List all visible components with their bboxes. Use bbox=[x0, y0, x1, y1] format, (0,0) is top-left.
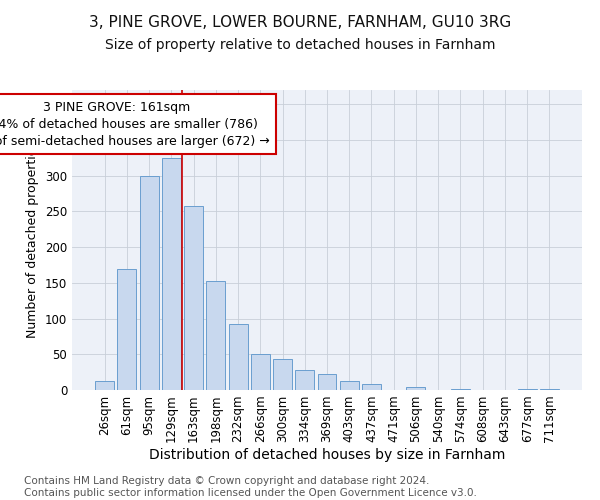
Text: Contains HM Land Registry data © Crown copyright and database right 2024.
Contai: Contains HM Land Registry data © Crown c… bbox=[24, 476, 477, 498]
Bar bbox=[95, 380, 114, 390]
Bar bbox=[229, 324, 248, 390]
Bar bbox=[317, 374, 337, 390]
Bar bbox=[451, 388, 470, 390]
Y-axis label: Number of detached properties: Number of detached properties bbox=[26, 142, 40, 338]
Bar bbox=[518, 388, 536, 390]
Bar bbox=[251, 354, 270, 390]
Bar bbox=[340, 382, 359, 390]
Bar bbox=[362, 384, 381, 390]
X-axis label: Distribution of detached houses by size in Farnham: Distribution of detached houses by size … bbox=[149, 448, 505, 462]
Bar bbox=[206, 282, 225, 390]
Bar bbox=[273, 360, 292, 390]
Bar bbox=[406, 387, 425, 390]
Bar bbox=[184, 206, 203, 390]
Bar bbox=[540, 388, 559, 390]
Bar bbox=[162, 158, 181, 390]
Text: 3 PINE GROVE: 161sqm
← 54% of detached houses are smaller (786)
46% of semi-deta: 3 PINE GROVE: 161sqm ← 54% of detached h… bbox=[0, 100, 270, 148]
Text: 3, PINE GROVE, LOWER BOURNE, FARNHAM, GU10 3RG: 3, PINE GROVE, LOWER BOURNE, FARNHAM, GU… bbox=[89, 15, 511, 30]
Text: Size of property relative to detached houses in Farnham: Size of property relative to detached ho… bbox=[105, 38, 495, 52]
Bar bbox=[295, 370, 314, 390]
Bar bbox=[118, 268, 136, 390]
Bar bbox=[140, 176, 158, 390]
